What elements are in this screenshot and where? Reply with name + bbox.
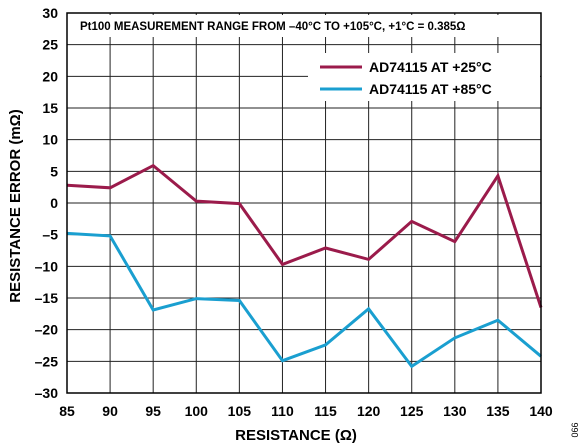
y-tick-label: –5 bbox=[42, 227, 58, 243]
x-tick-label: 115 bbox=[314, 403, 337, 419]
series-lines bbox=[66, 163, 543, 369]
y-tick-label: 15 bbox=[42, 100, 58, 116]
y-tick-labels: 30 25 20 15 10 5 0 –5 –10 –15 –20 –25 –30 bbox=[35, 5, 59, 401]
y-tick-label: –20 bbox=[35, 322, 59, 338]
legend-label-85c: AD74115 AT +85°C bbox=[369, 81, 492, 97]
series-line-85c bbox=[66, 231, 542, 369]
y-tick-label: –30 bbox=[35, 385, 59, 401]
y-tick-label: –10 bbox=[35, 258, 59, 274]
x-tick-label: 95 bbox=[145, 403, 161, 419]
y-axis-label: RESISTANCE ERROR (mΩ) bbox=[7, 109, 24, 302]
y-tick-label: 25 bbox=[42, 37, 58, 53]
y-tick-label: 0 bbox=[50, 195, 58, 211]
x-tick-label: 135 bbox=[486, 403, 510, 419]
x-tick-label: 85 bbox=[59, 403, 75, 419]
x-tick-labels: 85 90 95 100 105 110 115 120 125 130 135 140 bbox=[59, 403, 553, 419]
legend: AD74115 AT +25°C AD74115 AT +85°C bbox=[308, 53, 540, 101]
x-tick-label: 105 bbox=[228, 403, 252, 419]
x-tick-label: 140 bbox=[529, 403, 553, 419]
y-tick-label: 10 bbox=[42, 132, 58, 148]
annotation-box: Pt100 MEASUREMENT RANGE FROM –40°C TO +1… bbox=[72, 15, 534, 37]
y-tick-label: 20 bbox=[42, 68, 58, 84]
x-tick-label: 130 bbox=[443, 403, 467, 419]
series-line-25c bbox=[66, 163, 543, 308]
range-annotation: Pt100 MEASUREMENT RANGE FROM –40°C TO +1… bbox=[80, 21, 466, 33]
x-tick-label: 110 bbox=[271, 403, 294, 419]
y-tick-label: 30 bbox=[42, 5, 58, 21]
y-tick-label: –25 bbox=[35, 353, 59, 369]
figure-id-label: 066 bbox=[570, 422, 580, 437]
x-axis-label: RESISTANCE (Ω) bbox=[235, 427, 357, 444]
y-tick-label: –15 bbox=[35, 290, 59, 306]
y-tick-label: 5 bbox=[50, 163, 58, 179]
x-tick-label: 120 bbox=[357, 403, 381, 419]
x-tick-label: 100 bbox=[185, 403, 209, 419]
x-tick-label: 90 bbox=[102, 403, 118, 419]
plot-frame bbox=[66, 12, 542, 394]
legend-label-25c: AD74115 AT +25°C bbox=[369, 59, 492, 75]
x-tick-label: 125 bbox=[400, 403, 424, 419]
